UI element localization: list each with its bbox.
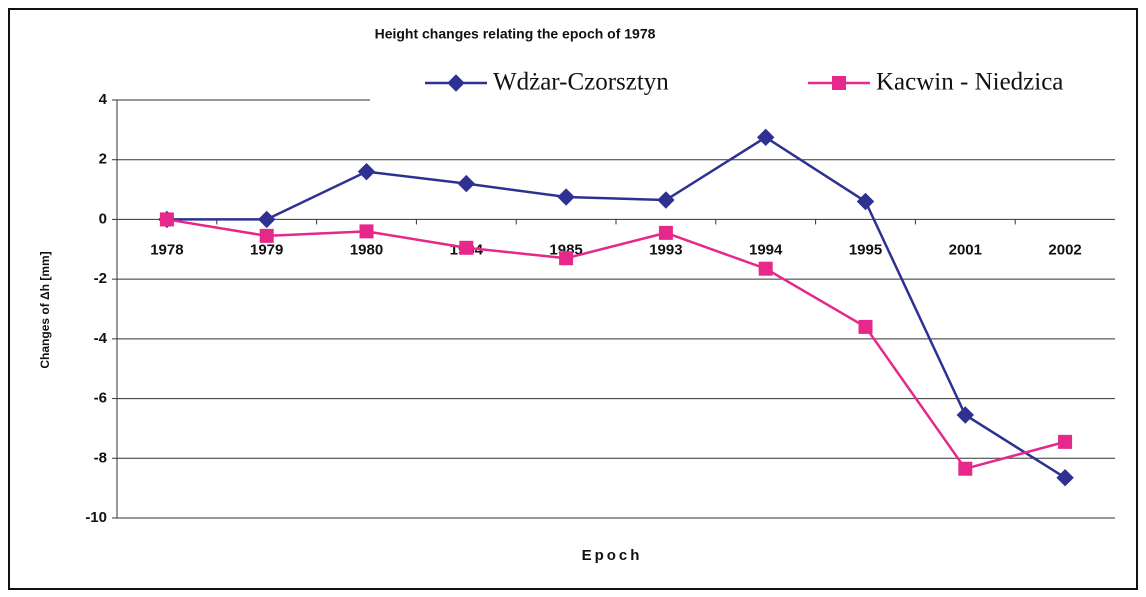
marker <box>832 76 846 90</box>
y-tick-label: -2 <box>94 270 107 287</box>
x-tick-label: 1980 <box>350 241 383 258</box>
legend: Wdżar-Czorsztyn Kacwin - Niedzica <box>425 69 1063 96</box>
marker <box>956 406 975 424</box>
frame <box>8 8 1138 590</box>
x-tick-label: 1985 <box>549 241 582 258</box>
y-axis-label: Changes of Δh [mm] <box>38 251 52 368</box>
marker <box>257 210 276 229</box>
marker <box>958 461 973 476</box>
y-tick-label: -6 <box>94 390 107 407</box>
marker <box>657 191 675 209</box>
marker <box>159 212 174 227</box>
marker <box>559 251 574 266</box>
grid: -10-8-6-4-202419781979198019841985199319… <box>85 91 1115 526</box>
marker <box>457 174 476 193</box>
series-line <box>166 218 1066 471</box>
marker <box>658 225 673 240</box>
marker <box>858 319 873 334</box>
x-tick-label: 1978 <box>150 241 183 258</box>
marker <box>459 240 474 255</box>
y-tick-label: 4 <box>99 91 108 108</box>
series-line <box>166 135 1066 479</box>
x-tick-label: 2001 <box>949 241 982 258</box>
marker <box>758 261 773 276</box>
x-tick-label: 1995 <box>849 241 882 258</box>
marker <box>856 192 875 211</box>
marker <box>1058 434 1073 449</box>
x-tick-label: 2002 <box>1048 241 1081 258</box>
marker <box>756 128 775 147</box>
plot <box>158 128 1074 487</box>
chart-title: Height changes relating the epoch of 197… <box>375 26 656 42</box>
y-tick-label: 0 <box>99 210 107 227</box>
x-tick-label: 1994 <box>749 241 783 258</box>
y-tick-label: 2 <box>99 151 107 168</box>
marker <box>259 228 274 243</box>
legend-label: Kacwin - Niedzica <box>876 69 1063 96</box>
marker <box>359 224 374 239</box>
marker <box>447 74 465 92</box>
y-tick-label: -8 <box>94 449 107 466</box>
x-axis-label: Epoch <box>582 547 643 564</box>
x-tick-label: 1979 <box>250 241 283 258</box>
x-tick-label: 1993 <box>649 241 682 258</box>
marker <box>557 188 575 206</box>
y-tick-label: -10 <box>85 509 107 526</box>
marker <box>1056 468 1074 487</box>
legend-label: Wdżar-Czorsztyn <box>493 69 669 96</box>
y-tick-label: -4 <box>94 330 108 347</box>
legend-background <box>370 60 1130 104</box>
marker <box>357 162 376 181</box>
